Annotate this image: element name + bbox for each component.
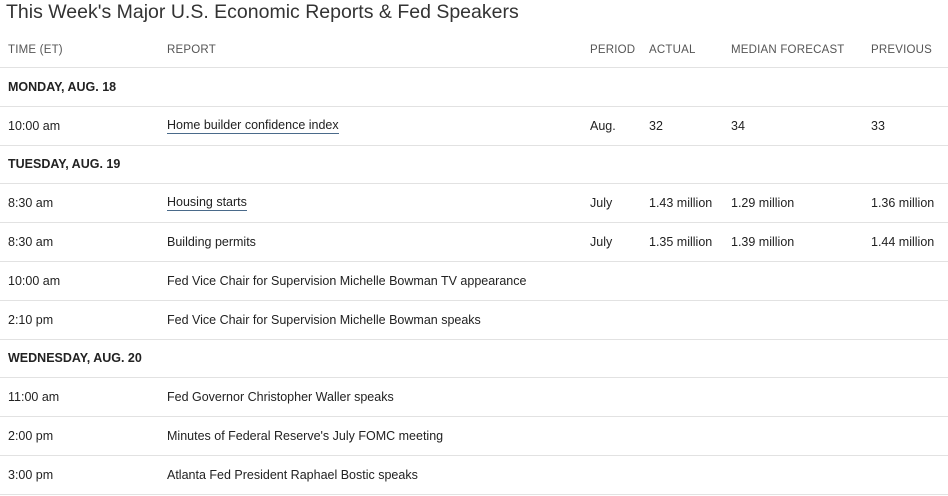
previous-cell: 1.44 million <box>871 235 935 250</box>
report-cell: Home builder confidence index <box>167 107 339 145</box>
table-row: 2:10 pm Fed Vice Chair for Supervision M… <box>0 301 948 340</box>
period-cell: Aug. <box>590 118 616 133</box>
day-label: TUESDAY, AUG. 19 <box>8 157 121 172</box>
period-cell: July <box>590 196 613 211</box>
table-row: 2:00 pm Minutes of Federal Reserve's Jul… <box>0 417 948 456</box>
day-label: MONDAY, AUG. 18 <box>8 79 117 94</box>
table-row: 3:00 pm Atlanta Fed President Raphael Bo… <box>0 456 948 495</box>
previous-cell: 33 <box>871 118 885 133</box>
report-cell: Fed Vice Chair for Supervision Michelle … <box>167 312 481 327</box>
previous-cell: 1.36 million <box>871 196 935 211</box>
actual-cell: 32 <box>649 118 663 133</box>
report-link-housing-starts[interactable]: Housing starts <box>167 195 247 212</box>
report-link-home-builder-confidence[interactable]: Home builder confidence index <box>167 117 339 134</box>
day-header: MONDAY, AUG. 18 <box>0 68 948 107</box>
table-row: 8:30 am Housing starts July 1.43 million… <box>0 184 948 224</box>
median-forecast-cell: 1.29 million <box>731 196 795 211</box>
actual-cell: 1.35 million <box>649 235 713 250</box>
table-row: 10:00 am Fed Vice Chair for Supervision … <box>0 262 948 301</box>
table-header: TIME (ET) REPORT PERIOD ACTUAL MEDIAN FO… <box>0 38 948 68</box>
day-header: WEDNESDAY, AUG. 20 <box>0 340 948 379</box>
column-header-time: TIME (ET) <box>8 44 63 56</box>
time-cell: 3:00 pm <box>8 467 54 482</box>
column-header-previous: PREVIOUS <box>871 44 933 56</box>
period-cell: July <box>590 235 613 250</box>
day-label: WEDNESDAY, AUG. 20 <box>8 351 142 366</box>
time-cell: 2:10 pm <box>8 312 54 327</box>
median-forecast-cell: 34 <box>731 118 745 133</box>
time-cell: 8:30 am <box>8 196 54 211</box>
actual-cell: 1.43 million <box>649 196 713 211</box>
report-cell: Fed Governor Christopher Waller speaks <box>167 390 394 405</box>
column-header-median-forecast: MEDIAN FORECAST <box>731 44 845 56</box>
report-cell: Housing starts <box>167 184 247 222</box>
time-cell: 8:30 am <box>8 235 54 250</box>
time-cell: 10:00 am <box>8 273 61 288</box>
page-title: This Week's Major U.S. Economic Reports … <box>6 1 519 23</box>
column-header-report: REPORT <box>167 44 216 56</box>
table-row: 10:00 am Home builder confidence index A… <box>0 107 948 146</box>
economic-calendar-table: TIME (ET) REPORT PERIOD ACTUAL MEDIAN FO… <box>0 38 948 495</box>
report-cell: Fed Vice Chair for Supervision Michelle … <box>167 273 527 288</box>
column-header-actual: ACTUAL <box>649 44 696 56</box>
report-cell: Atlanta Fed President Raphael Bostic spe… <box>167 467 418 482</box>
table-row: 11:00 am Fed Governor Christopher Waller… <box>0 378 948 418</box>
table-row: 8:30 am Building permits July 1.35 milli… <box>0 223 948 262</box>
time-cell: 11:00 am <box>8 390 60 405</box>
median-forecast-cell: 1.39 million <box>731 235 795 250</box>
report-cell: Building permits <box>167 235 256 250</box>
time-cell: 2:00 pm <box>8 429 54 444</box>
column-header-period: PERIOD <box>590 44 636 56</box>
time-cell: 10:00 am <box>8 118 61 133</box>
day-header: TUESDAY, AUG. 19 <box>0 146 948 185</box>
report-cell: Minutes of Federal Reserve's July FOMC m… <box>167 429 444 444</box>
